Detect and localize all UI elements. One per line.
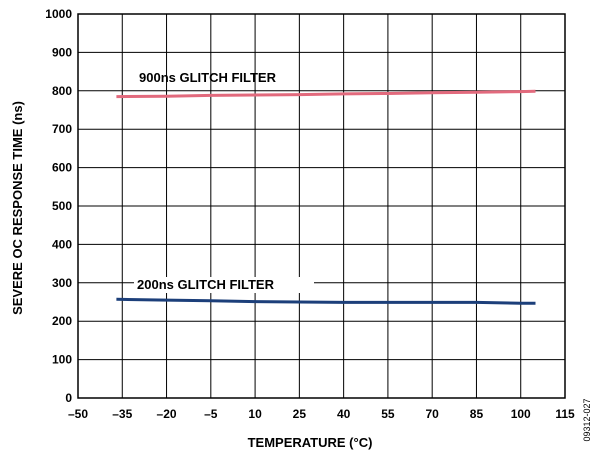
y-tick-label: 0 [65, 391, 72, 405]
x-tick-label: –20 [157, 407, 177, 421]
x-tick-label: –50 [68, 407, 88, 421]
y-tick-label: 700 [52, 122, 72, 136]
y-axis-ticks: 0 100 200 300 400 500 600 700 800 900 1000 [45, 7, 72, 405]
plot-frame [77, 13, 566, 399]
x-tick-label: 70 [426, 407, 440, 421]
x-axis-ticks: –50 –35 –20 –5 10 25 40 55 70 85 100 115 [68, 407, 575, 421]
y-tick-label: 1000 [45, 7, 72, 21]
y-tick-label: 200 [52, 314, 72, 328]
x-tick-label: 100 [511, 407, 531, 421]
y-tick-label: 600 [52, 161, 72, 175]
x-tick-label: 55 [381, 407, 395, 421]
series-label-200ns: 200ns GLITCH FILTER [137, 277, 275, 292]
y-tick-label: 300 [52, 276, 72, 290]
x-tick-label: 25 [293, 407, 307, 421]
y-tick-label: 900 [52, 45, 72, 59]
figure-id: 09312-027 [582, 398, 592, 441]
series-lines [116, 89, 536, 305]
x-tick-label: –35 [112, 407, 132, 421]
grid [78, 14, 565, 398]
y-tick-label: 100 [52, 353, 72, 367]
y-tick-label: 800 [52, 84, 72, 98]
y-tick-label: 400 [52, 237, 72, 251]
y-tick-label: 500 [52, 199, 72, 213]
x-tick-label: 40 [337, 407, 351, 421]
x-tick-label: –5 [204, 407, 218, 421]
x-tick-label: 10 [248, 407, 262, 421]
x-tick-label: 85 [470, 407, 484, 421]
x-axis-label: TEMPERATURE (°C) [248, 435, 373, 450]
series-label-background [134, 277, 314, 293]
series-line-200ns [116, 297, 536, 305]
series-label-900ns: 900ns GLITCH FILTER [139, 70, 277, 85]
series-line-900ns [116, 89, 536, 99]
series-labels: 900ns GLITCH FILTER 200ns GLITCH FILTER [134, 70, 314, 293]
x-tick-label: 115 [555, 407, 575, 421]
y-axis-label: SEVERE OC RESPONSE TIME (ns) [10, 101, 25, 315]
